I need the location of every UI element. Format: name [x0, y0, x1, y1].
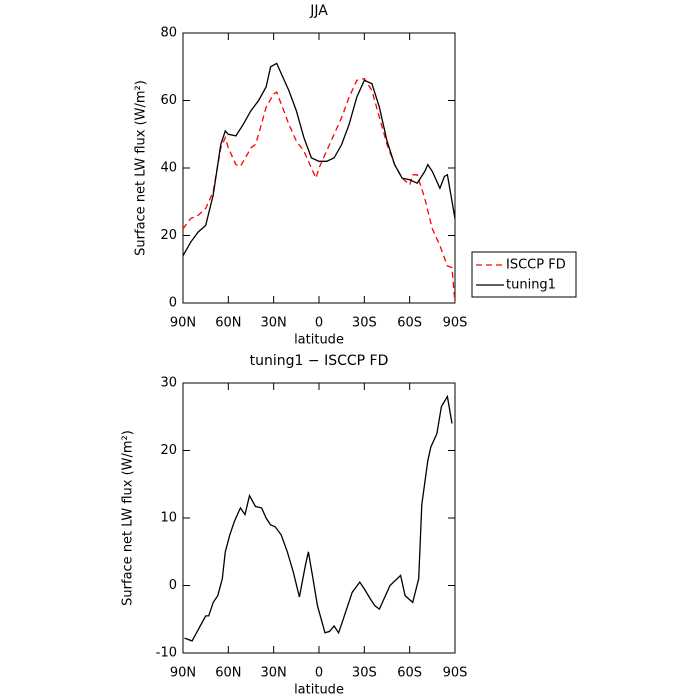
- x-tick-label: 30S: [352, 316, 377, 331]
- plot-frame: [182, 32, 456, 304]
- x-tick-label: 60S: [397, 316, 422, 331]
- x-tick-label: 60N: [215, 666, 241, 681]
- x-tick-label: 0: [315, 316, 323, 331]
- y-tick-label: 20: [160, 228, 177, 243]
- legend-label: tuning1: [506, 278, 556, 293]
- x-axis-label: latitude: [294, 683, 344, 698]
- x-tick-label: 30N: [261, 316, 287, 331]
- x-tick-label: 60S: [397, 666, 422, 681]
- y-tick-label: 0: [169, 578, 177, 593]
- y-tick-label: -10: [156, 646, 177, 661]
- y-axis-label: Surface net LW flux (W/m²): [121, 430, 136, 606]
- y-tick-label: 0: [169, 296, 177, 311]
- chart-title: tuning1 − ISCCP FD: [250, 353, 389, 369]
- legend-box: [471, 251, 577, 298]
- x-tick-label: 30N: [261, 666, 287, 681]
- legend-label: ISCCP FD: [506, 258, 566, 273]
- y-axis-label: Surface net LW flux (W/m²): [134, 80, 149, 256]
- x-tick-label: 30S: [352, 666, 377, 681]
- chart-title: JJA: [309, 3, 328, 19]
- x-tick-label: 0: [315, 666, 323, 681]
- x-tick-label: 90N: [170, 316, 196, 331]
- y-tick-label: 80: [160, 26, 177, 41]
- y-tick-label: 30: [160, 376, 177, 391]
- y-tick-label: 10: [160, 511, 177, 526]
- data-line: [182, 77, 456, 304]
- x-tick-label: 90N: [170, 666, 196, 681]
- plot-frame: [182, 382, 456, 654]
- y-tick-label: 60: [160, 93, 177, 108]
- data-line: [184, 394, 453, 642]
- x-tick-label: 90S: [443, 666, 468, 681]
- data-line: [182, 62, 456, 257]
- x-axis-label: latitude: [294, 333, 344, 348]
- y-tick-label: 20: [160, 443, 177, 458]
- y-tick-label: 40: [160, 161, 177, 176]
- x-tick-label: 60N: [215, 316, 241, 331]
- x-tick-label: 90S: [443, 316, 468, 331]
